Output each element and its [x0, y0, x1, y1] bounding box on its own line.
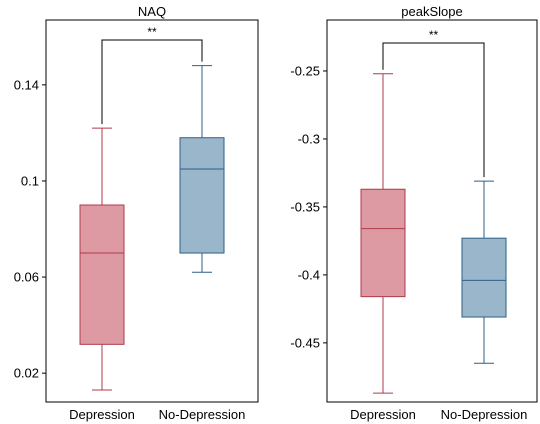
peakslope-category-label: No-Depression [441, 407, 528, 422]
peakslope-no-depression-box [461, 237, 507, 318]
naq-significance-bracket [101, 39, 203, 125]
peakslope-category-label: Depression [350, 407, 416, 422]
naq-ytick-label: 0.14 [14, 77, 39, 92]
peakslope-title: peakSlope [401, 4, 462, 19]
peakslope-panel: peakSlope -0.45 -0.4 -0.35 -0.3 -0.25 Depress… [290, 4, 538, 422]
naq-category-label: No-Depression [159, 407, 246, 422]
peakslope-depression-box [360, 188, 406, 298]
naq-no-depression-box [179, 137, 225, 254]
peakslope-significance-label: ** [429, 28, 439, 42]
peakslope-ytick-label: -0.25 [290, 63, 320, 78]
peakslope-significance-bracket [382, 42, 485, 178]
naq-ytick-label: 0.1 [21, 173, 39, 188]
naq-plot-frame [45, 19, 259, 403]
naq-significance-label: ** [147, 25, 157, 39]
peakslope-ytick-label: -0.3 [298, 131, 320, 146]
naq-category-label: Depression [69, 407, 135, 422]
peakslope-plot-frame [326, 19, 538, 403]
naq-ytick-label: 0.02 [14, 366, 39, 381]
peakslope-ytick-label: -0.45 [290, 335, 320, 350]
naq-ytick-label: 0.06 [14, 270, 39, 285]
naq-title: NAQ [138, 4, 166, 19]
peakslope-ytick-label: -0.4 [298, 267, 320, 282]
naq-depression-box [79, 204, 125, 345]
naq-panel: NAQ 0.02 0.06 0.1 0.14 Depression No-Depressi… [14, 4, 259, 422]
peakslope-ytick-label: -0.35 [290, 199, 320, 214]
